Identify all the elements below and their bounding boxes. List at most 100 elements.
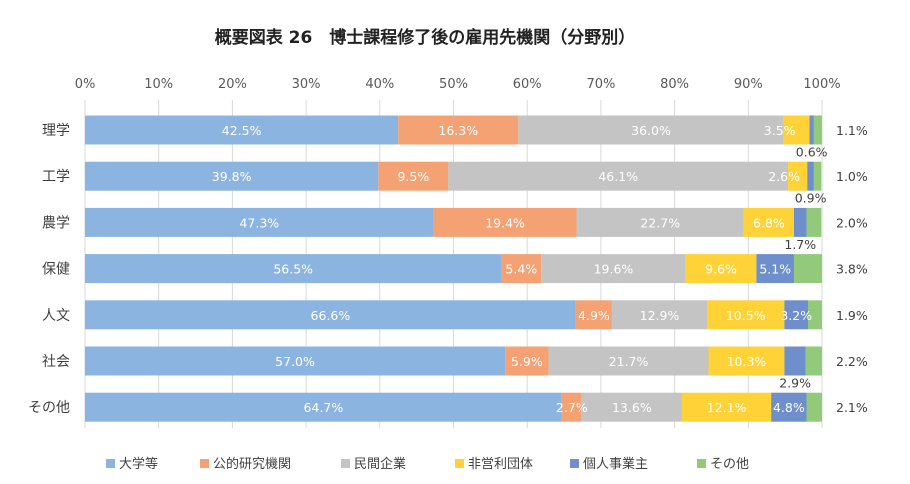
legend-swatch	[200, 459, 209, 468]
data-label: 12.1%	[707, 400, 747, 415]
x-tick-label: 30%	[292, 77, 321, 92]
data-label: 57.0%	[275, 354, 315, 369]
data-label: 56.5%	[273, 262, 313, 277]
bar-segment	[378, 161, 449, 191]
bar-segment	[433, 207, 577, 237]
legend-label: その他	[710, 457, 749, 472]
bar-segment	[793, 254, 822, 284]
legend-swatch	[106, 459, 115, 468]
legend-label: 個人事業主	[583, 456, 648, 472]
data-label: 1.7%	[784, 237, 816, 252]
category-label: 理学	[42, 123, 70, 139]
bars	[85, 115, 822, 422]
bar-segment	[85, 346, 506, 376]
legend-label: 大学等	[119, 456, 158, 472]
legend-label: 公的研究機関	[213, 456, 291, 472]
legend-swatch	[697, 459, 706, 468]
data-label: 9.6%	[705, 262, 737, 277]
bar-segment	[685, 254, 757, 284]
category-label: 農学	[42, 215, 70, 231]
data-label: 3.8%	[836, 262, 868, 277]
bar-segment	[708, 346, 785, 376]
bar-segment	[575, 300, 612, 330]
data-label: 10.3%	[727, 354, 767, 369]
bar-segment	[501, 254, 542, 284]
bar-segment	[807, 300, 822, 330]
bar-segment	[707, 300, 785, 330]
data-label: 10.5%	[726, 308, 766, 323]
bar-segment	[805, 346, 822, 376]
data-labels: 42.5% 16.3% 36.0% 3.5%0.6% 1.1% 39.8% 9.5% 46.1…	[212, 123, 868, 415]
data-label: 39.8%	[212, 169, 252, 184]
bar-segment	[788, 161, 808, 191]
bar-segment	[756, 254, 794, 284]
legend-label: 非営利団体	[468, 457, 533, 472]
data-label: 16.3%	[438, 123, 478, 138]
data-label: 2.6%	[768, 169, 800, 184]
bar-segment	[813, 115, 822, 145]
data-label: 19.4%	[485, 215, 525, 230]
bar-segment	[85, 300, 576, 330]
bar-segment	[85, 392, 562, 422]
data-label: 1.9%	[836, 308, 868, 323]
bar-segment	[807, 161, 814, 191]
data-label: 19.6%	[594, 262, 634, 277]
data-label: 0.6%	[796, 145, 828, 160]
data-label: 13.6%	[612, 400, 652, 415]
data-label: 47.3%	[239, 215, 279, 230]
bar-segment	[806, 392, 822, 422]
bar-segment	[771, 392, 807, 422]
category-label: その他	[28, 400, 70, 416]
bar-segment	[85, 254, 502, 284]
bar-segment	[809, 115, 814, 145]
bar-segment	[561, 392, 582, 422]
x-tick-label: 70%	[586, 77, 615, 92]
data-label: 1.0%	[836, 169, 868, 184]
data-label: 3.5%	[764, 123, 796, 138]
x-tick-label: 20%	[218, 77, 247, 92]
data-label: 2.1%	[836, 400, 868, 415]
legend-swatch	[341, 459, 350, 468]
bar-segment	[681, 392, 772, 422]
bar-segment	[541, 254, 686, 284]
data-label: 4.9%	[578, 308, 610, 323]
data-label: 3.2%	[780, 308, 812, 323]
data-label: 4.8%	[773, 400, 805, 415]
x-tick-label: 50%	[439, 77, 468, 92]
data-label: 5.1%	[759, 262, 791, 277]
data-label: 9.5%	[397, 169, 429, 184]
x-tick-label: 90%	[734, 77, 763, 92]
bar-segment	[85, 115, 399, 145]
legend-swatch	[455, 459, 464, 468]
bar-segment	[743, 207, 794, 237]
bar-segment	[784, 300, 808, 330]
data-label: 36.0%	[631, 123, 671, 138]
category-label: 人文	[42, 308, 70, 324]
bar-segment	[85, 161, 379, 191]
bar-segment	[448, 161, 789, 191]
data-label: 64.7%	[304, 400, 344, 415]
data-label: 2.7%	[556, 400, 588, 415]
bar-segment	[784, 346, 806, 376]
bar-segment	[806, 207, 822, 237]
bar-segment	[611, 300, 708, 330]
data-label: 2.2%	[836, 354, 868, 369]
data-label: 1.1%	[836, 123, 868, 138]
bar-segment	[813, 161, 822, 191]
x-tick-label: 0%	[75, 77, 96, 92]
bar-segment	[783, 115, 810, 145]
data-label: 5.9%	[511, 354, 543, 369]
legend: 大学等 公的研究機関 民間企業 非営利団体 個人事業主 その他	[106, 456, 749, 472]
data-label: 6.8%	[753, 215, 785, 230]
x-tick-label: 10%	[144, 77, 173, 92]
x-tick-label: 80%	[660, 77, 689, 92]
bar-segment	[85, 207, 434, 237]
data-label: 21.7%	[609, 354, 649, 369]
bar-segment	[505, 346, 549, 376]
x-tick-label: 40%	[365, 77, 394, 92]
chart-title: 概要図表 26 博士課程修了後の雇用先機関（分野別）	[215, 27, 636, 48]
bar-segment	[576, 207, 744, 237]
bar-segment	[581, 392, 682, 422]
